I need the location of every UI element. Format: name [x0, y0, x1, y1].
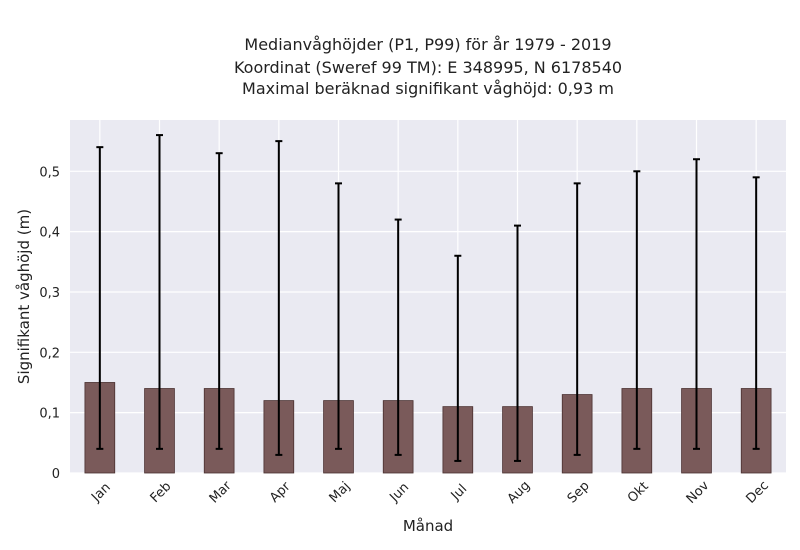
chart-title-line-1: Medianvåghöjder (P1, P99) för år 1979 - …: [244, 35, 612, 54]
chart-title-line-3: Maximal beräknad signifikant våghöjd: 0,…: [242, 79, 614, 98]
x-tick-label: Nov: [684, 478, 713, 507]
x-tick-label: Okt: [625, 479, 652, 506]
y-tick-label: 0,5: [39, 165, 60, 180]
x-tick-label: Jan: [88, 480, 113, 505]
y-tick-label: 0,3: [39, 286, 60, 301]
y-tick-label: 0: [52, 467, 60, 482]
x-tick-label: Aug: [505, 478, 534, 507]
errorbars-layer: [96, 134, 760, 462]
x-tick-label: Jul: [448, 482, 470, 504]
plot-background: [70, 120, 786, 473]
x-tick-label: Jun: [386, 480, 412, 506]
y-tick-label: 0,2: [39, 346, 60, 361]
x-tick-label: Sep: [565, 479, 593, 507]
x-tick-label: Apr: [267, 479, 294, 506]
chart-title-line-2: Koordinat (Sweref 99 TM): E 348995, N 61…: [233, 58, 623, 77]
y-ticks: 0 0,1 0,2 0,3 0,4 0,5: [39, 165, 60, 482]
y-axis-label: Signifikant våghöjd (m): [15, 209, 33, 384]
x-ticks: Jan Feb Mar Apr Maj Jun Jul Aug Sep Okt Nov Dec: [88, 478, 772, 507]
x-tick-label: Mar: [207, 478, 235, 506]
x-tick-label: Maj: [327, 479, 354, 506]
y-tick-label: 0,1: [39, 407, 60, 422]
x-tick-label: Dec: [743, 478, 771, 506]
y-tick-label: 0,4: [39, 226, 60, 241]
x-axis-label: Månad: [403, 517, 453, 535]
x-tick-label: Feb: [148, 479, 175, 506]
